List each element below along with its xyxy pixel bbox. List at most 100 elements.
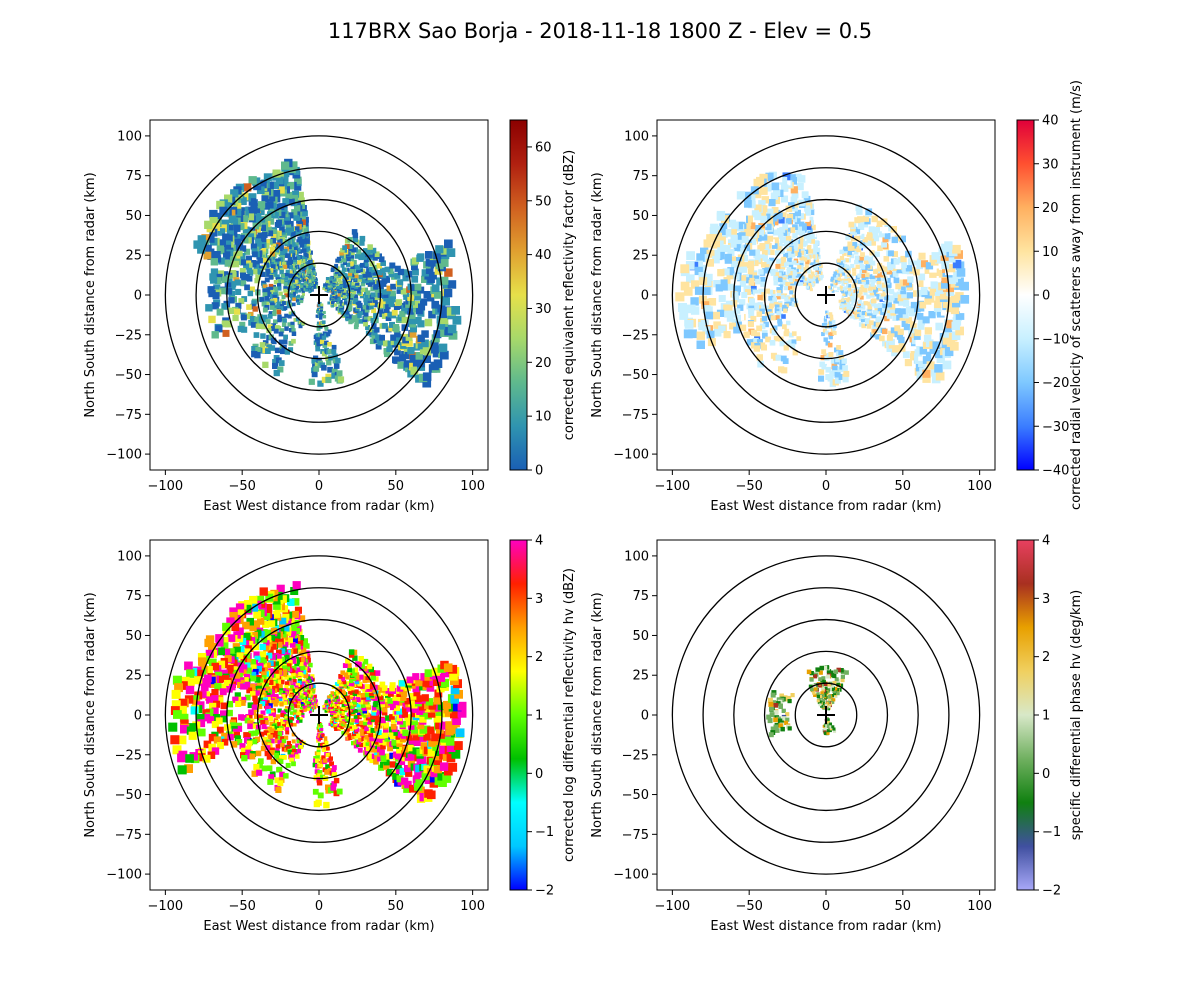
radar-echo-cell (898, 343, 906, 350)
radar-echo-cell (830, 278, 834, 282)
radar-echo-cell (200, 683, 209, 692)
radar-echo-cell (750, 315, 757, 322)
radar-echo-cell (385, 288, 391, 295)
radar-echo-cell (833, 271, 837, 275)
radar-echo-cell (255, 323, 262, 329)
radar-echo-cell (246, 276, 253, 282)
radar-echo-cell (297, 680, 302, 685)
radar-echo-cell (252, 643, 260, 651)
radar-echo-cell (797, 265, 802, 270)
radar-echo-cell (934, 300, 942, 309)
radar-echo-cell (852, 297, 856, 302)
radar-echo-cell (401, 269, 409, 276)
radar-echo-cell (771, 215, 778, 222)
radar-echo-cell (867, 305, 873, 310)
radar-echo-cell (447, 280, 457, 289)
radar-echo-cell (290, 656, 296, 662)
radar-echo-cell (376, 263, 382, 269)
radar-echo-cell (249, 595, 258, 605)
radar-echo-cell (848, 279, 852, 283)
radar-echo-cell (264, 272, 270, 277)
radar-echo-cell (246, 617, 254, 626)
radar-echo-cell (780, 184, 789, 192)
radar-echo-cell (929, 346, 938, 354)
radar-echo-cell (325, 373, 332, 380)
radar-echo-cell (194, 676, 203, 685)
radar-echo-cell (321, 322, 325, 327)
radar-echo-cell (343, 280, 347, 285)
radar-echo-cell (292, 712, 297, 716)
radar-echo-cell (377, 339, 384, 346)
radar-echo-cell (907, 258, 915, 265)
radar-echo-cell (340, 263, 345, 268)
radar-echo-cell (327, 301, 331, 305)
radar-echo-cell (294, 183, 302, 191)
radar-echo-cell (265, 319, 271, 325)
radar-echo-cell (784, 303, 789, 308)
radar-echo-cell (415, 779, 424, 788)
radar-echo-cell (785, 282, 790, 287)
radar-echo-cell (393, 356, 401, 364)
y-tick-label: 50 (632, 209, 649, 224)
radar-echo-cell (254, 690, 260, 696)
radar-echo-cell (863, 301, 868, 306)
radar-echo-cell (364, 750, 370, 756)
radar-echo-cell (801, 169, 809, 178)
radar-echo-cell (912, 294, 920, 301)
radar-echo-cell (767, 235, 774, 242)
radar-echo-cell (754, 256, 761, 263)
radar-echo-cell (690, 280, 700, 289)
radar-echo-cell (330, 691, 334, 695)
radar-echo-cell (895, 263, 902, 269)
radar-echo-cell (281, 295, 286, 299)
radar-echo-cell (892, 292, 899, 298)
radar-echo-cell (377, 694, 384, 701)
radar-echo-cell (288, 340, 294, 346)
radar-echo-cell (367, 720, 372, 725)
radar-echo-cell (782, 277, 787, 282)
radar-echo-cell (924, 291, 932, 299)
radar-echo-cell (414, 293, 422, 301)
radar-echo-cell (861, 310, 866, 316)
range-ring-100km (671, 135, 981, 455)
radar-echo-cell (805, 277, 809, 281)
radar-echo-cell (178, 705, 187, 715)
radar-echo-cell (283, 701, 288, 706)
radar-echo-cell (945, 284, 954, 293)
radar-echo-cell (920, 288, 928, 295)
radar-echo-cell (332, 711, 336, 715)
radar-echo-cell (179, 713, 189, 723)
radar-echo-cell (345, 317, 350, 322)
radar-echo-cell (288, 250, 294, 256)
radar-echo-cell (369, 747, 375, 753)
radar-echo-cell (329, 280, 333, 284)
radar-echo-cell (306, 270, 311, 275)
radar-echo-cell (333, 289, 338, 294)
radar-echo-cell (262, 284, 268, 290)
radar-echo-cell (872, 310, 878, 315)
radar-echo-cell (216, 308, 224, 316)
radar-echo-cell (365, 740, 371, 746)
radar-echo-cell (171, 700, 181, 710)
radar-echo-cell (336, 718, 340, 722)
radar-echo-cell (278, 339, 284, 345)
x-tick-label: −100 (655, 479, 691, 494)
radar-echo-cell (299, 657, 305, 663)
radar-echo-cell (764, 259, 770, 265)
radar-echo-cell (760, 215, 768, 223)
radar-echo-cell (361, 703, 366, 708)
radar-echo-cell (312, 697, 316, 701)
radar-echo-cell (168, 722, 178, 732)
radar-echo-cell (439, 721, 448, 730)
radar-echo-cell (392, 742, 400, 749)
radar-echo-cell (369, 252, 375, 258)
radar-echo-cell (363, 261, 369, 267)
radar-echo-cell (950, 342, 959, 351)
radar-echo-cell (279, 306, 284, 311)
radar-echo-cell (442, 774, 452, 783)
radar-echo-cell (878, 303, 883, 308)
radar-echo-cell (411, 726, 418, 734)
radar-echo-cell (302, 638, 308, 644)
radar-echo-cell (829, 312, 833, 316)
radar-echo-cell (705, 311, 714, 320)
